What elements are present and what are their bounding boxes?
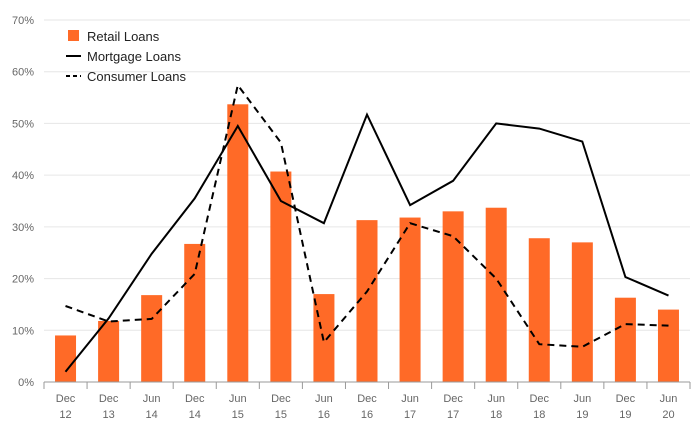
x-tick-label-year: 14 (189, 409, 201, 421)
x-axis: Dec 12 Dec 13 Jun 14 Dec 14 Jun 15 Dec 15 Jun 16 Dec 16… (43, 381, 691, 421)
line-mortgage-loans (64, 112, 669, 373)
x-tick-label-month: Dec (56, 393, 76, 405)
bar-retail-loans (614, 297, 636, 382)
x-tick-label-month: Jun (229, 393, 247, 405)
x-tick-label-month: Jun (487, 393, 505, 405)
x-tick-label-year: 20 (662, 409, 674, 421)
bar-retail-loans (485, 207, 507, 382)
bar-retail-loans (98, 320, 120, 382)
y-tick-label: 40% (12, 170, 34, 182)
y-tick-label: 20% (12, 274, 34, 286)
bar-retail-loans (571, 242, 593, 382)
x-tick-label-month: Dec (185, 393, 205, 405)
x-tick-label-year: 17 (404, 409, 416, 421)
legend-label-retail-loans: Retail Loans (87, 29, 160, 44)
x-tick-label-year: 18 (490, 409, 502, 421)
y-tick-label: 30% (12, 222, 34, 234)
x-tick-label-month: Jun (401, 393, 419, 405)
legend-label-consumer-loans: Consumer Loans (87, 69, 186, 84)
bar-retail-loans (356, 220, 378, 382)
bar-retail-loans (141, 295, 163, 382)
x-tick-label-month: Jun (143, 393, 161, 405)
retail-loans-bars (55, 104, 679, 383)
bar-retail-loans (528, 238, 550, 382)
x-tick-label-year: 14 (146, 409, 158, 421)
x-tick-label-month: Dec (271, 393, 291, 405)
legend-swatch-retail-loans (68, 30, 79, 41)
legend: Retail Loans Mortgage Loans Consumer Loans (66, 29, 186, 84)
x-tick-label-year: 16 (361, 409, 373, 421)
bar-retail-loans (442, 211, 464, 382)
x-tick-label-month: Dec (529, 393, 549, 405)
x-tick-label-month: Dec (99, 393, 119, 405)
x-tick-label-year: 18 (533, 409, 545, 421)
x-tick-label-year: 19 (619, 409, 631, 421)
x-tick-label-month: Jun (660, 393, 678, 405)
bar-retail-loans (657, 309, 679, 382)
y-tick-label: 60% (12, 67, 34, 79)
x-tick-label-year: 13 (102, 409, 114, 421)
bar-retail-loans (227, 104, 249, 383)
y-tick-label: 70% (12, 15, 34, 27)
series-lines (64, 82, 669, 373)
bar-retail-loans (184, 243, 206, 382)
x-tick-label-month: Dec (357, 393, 377, 405)
x-tick-label-year: 16 (318, 409, 330, 421)
x-tick-label-month: Dec (616, 393, 636, 405)
bar-retail-loans (399, 217, 421, 382)
x-tick-label-year: 12 (59, 409, 71, 421)
bar-retail-loans (55, 335, 77, 382)
x-tick-label-year: 15 (275, 409, 287, 421)
y-tick-label: 10% (12, 325, 34, 337)
y-tick-label: 50% (12, 118, 34, 130)
x-tick-label-month: Jun (573, 393, 591, 405)
legend-label-mortgage-loans: Mortgage Loans (87, 49, 181, 64)
y-tick-label: 0% (18, 377, 34, 389)
x-tick-label-month: Jun (315, 393, 333, 405)
line-consumer-loans (65, 82, 669, 348)
y-axis-ticks: 0% 10% 20% 30% 40% 50% 60% 70% (12, 15, 34, 389)
x-tick-label-year: 15 (232, 409, 244, 421)
x-tick-label-month: Dec (443, 393, 463, 405)
x-tick-label-year: 19 (576, 409, 588, 421)
bar-retail-loans (270, 171, 292, 382)
x-tick-label-year: 17 (447, 409, 459, 421)
